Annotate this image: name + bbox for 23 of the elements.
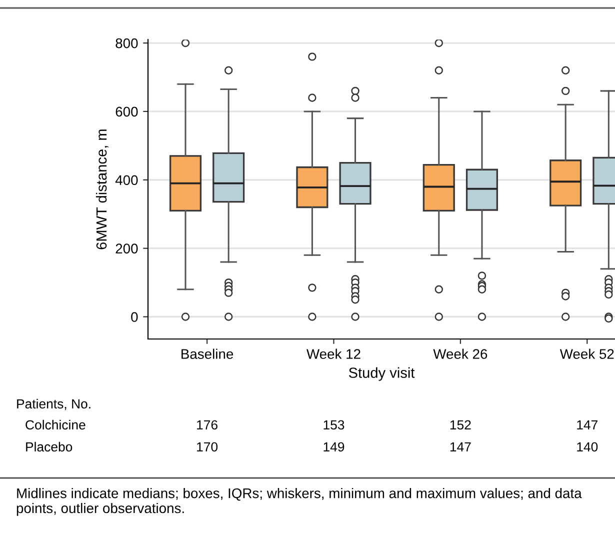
text: 153 [324,420,344,430]
y-tick-label: 600 [116,106,138,117]
text: 147 [577,420,598,430]
x-tick-label: Week 12 [306,348,360,359]
text: Placebo [26,442,72,452]
y-tick-label: 800 [116,38,138,48]
text: 140 [577,442,598,452]
x-axis-title: Study visit [348,367,415,381]
text: 149 [324,442,344,452]
text: Midlines indicate medians; boxes, IQRs; whiskers, minimum and maximum values; and data points, outlier observations. [16,488,582,516]
x-tick-label: Week 52 [560,348,614,359]
y-tick-label: 200 [116,244,138,254]
y-tick-label: 400 [115,175,138,186]
text: Patients, No. [17,398,90,410]
text: 176 [197,420,218,430]
text: 152 [450,420,471,430]
text: Colchicine [26,420,86,430]
text: 147 [450,442,471,452]
x-tick-label: Baseline [182,348,234,359]
y-tick-label: 0 [131,312,138,322]
x-tick-label: Week 26 [433,348,488,359]
y-axis-title: 6MWT distance, m [96,130,108,250]
text: 170 [197,442,218,452]
